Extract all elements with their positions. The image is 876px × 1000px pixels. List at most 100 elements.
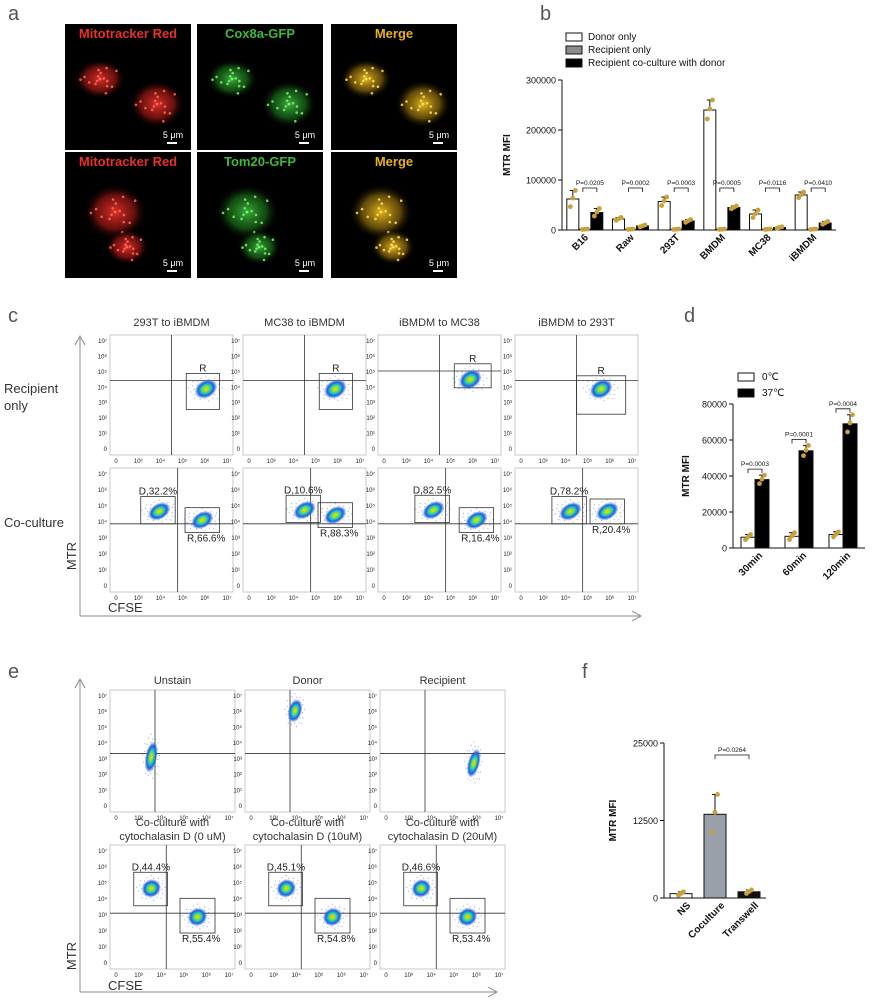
flow-event: [339, 906, 341, 908]
flow-event: [406, 886, 408, 888]
flow-x-tick: 10⁶: [202, 815, 212, 822]
mito-speck: [124, 243, 127, 246]
mito-speck: [364, 77, 368, 81]
flow-title: iBMDM to 293T: [538, 317, 615, 329]
flow-y-tick: 10⁷: [233, 848, 242, 855]
p-value: P=0.0002: [621, 180, 649, 187]
flow-event: [480, 749, 482, 751]
flow-y-tick: 10¹: [368, 788, 377, 794]
flow-title: Recipient: [420, 675, 466, 687]
flow-x-tick: 10⁷: [225, 972, 234, 979]
flow-event: [478, 368, 480, 370]
flow-x-tick: 10³: [539, 459, 548, 465]
flow-event: [145, 504, 147, 506]
flow-y-tick: 10³: [503, 401, 512, 407]
flow-event: [328, 398, 331, 400]
mito-speck: [245, 210, 249, 214]
flow-y-tick: 10¹: [366, 432, 375, 438]
flow-event: [432, 893, 434, 895]
category-label: 120min: [821, 550, 853, 582]
flow-event: [461, 371, 463, 373]
flow-y-tick: 10³: [366, 536, 375, 542]
flow-y-tick: 10³: [368, 913, 377, 919]
mito-speck: [391, 245, 395, 249]
flow-y-tick: 10²: [98, 929, 107, 935]
flow-title: Co-culture with: [271, 817, 344, 829]
mito-speck: [131, 247, 135, 251]
flow-event: [489, 524, 491, 526]
flow-event: [554, 513, 556, 515]
flow-event: [165, 518, 167, 521]
flow-event: [464, 519, 466, 522]
flow-event: [587, 380, 589, 383]
flow-event: [208, 921, 210, 923]
mito-speck: [248, 248, 252, 252]
flow-event: [162, 879, 164, 881]
flow-event: [489, 515, 491, 517]
mito-speck: [155, 102, 159, 106]
flow-title: 293T to iBMDM: [133, 317, 209, 329]
mito-speck: [125, 245, 129, 249]
flow-event: [292, 509, 294, 512]
flow-x-tick: 10⁴: [427, 815, 437, 822]
flow-x-tick: 0: [382, 459, 386, 465]
mito-speck: [94, 82, 97, 86]
mito-speck: [428, 89, 432, 93]
mito-speck: [241, 246, 244, 249]
flow-event: [221, 387, 224, 389]
gate-label: R,20.4%: [592, 525, 630, 536]
flow-event: [156, 896, 158, 899]
flow-event: [445, 505, 448, 507]
flow-x-tick: 10⁶: [333, 595, 343, 602]
y-tick-label: 0: [653, 894, 658, 904]
flow-event: [561, 504, 563, 506]
flow-event: [348, 380, 350, 382]
flow-event: [334, 375, 336, 377]
flow-y-tick: 10⁴: [368, 896, 378, 903]
flow-y-tick: 10²: [368, 773, 377, 779]
gate-label: R: [332, 363, 339, 374]
mito-speck: [305, 93, 309, 96]
flow-event: [454, 919, 456, 921]
flow-title: cytochalasin D (0 uM): [119, 831, 225, 843]
flow-event: [479, 764, 481, 767]
flow-population: [148, 502, 171, 521]
flow-event: [172, 515, 174, 517]
flow-x-tick: 10⁴: [289, 458, 299, 465]
mito-speck: [345, 78, 348, 81]
category-label: 60min: [781, 550, 809, 578]
p-value: P=0.0005: [713, 180, 741, 187]
flow-event: [320, 913, 322, 915]
legend-label: 0℃: [762, 372, 779, 383]
flow-x-tick: 10⁴: [156, 595, 166, 602]
flow-y-tick: 10²: [366, 552, 375, 558]
mito-speck: [131, 235, 134, 239]
flow-y-tick: 10⁴: [98, 740, 108, 747]
flow-event: [343, 393, 345, 396]
gate-label: D,44.4%: [132, 862, 170, 873]
data-point: [801, 453, 806, 459]
gate-label: D,46.6%: [402, 862, 440, 873]
flow-event: [592, 381, 594, 383]
flow-gate: [551, 496, 587, 525]
mito-speck: [377, 198, 381, 201]
bar: [727, 207, 741, 231]
flow-y-tick: 10¹: [231, 432, 240, 438]
flow-x-tick: 10⁴: [561, 458, 571, 465]
flow-event: [280, 898, 283, 900]
mito-speck: [247, 69, 250, 73]
flow-event: [476, 387, 478, 390]
flow-population: [589, 379, 613, 399]
flow-event: [578, 501, 580, 504]
bar: [703, 813, 727, 899]
flow-event: [347, 383, 349, 385]
flow-y-tick: 10³: [231, 401, 240, 407]
flow-event: [190, 909, 192, 911]
flow-y-tick: 10¹: [503, 432, 512, 438]
mito-speck: [256, 243, 259, 246]
y-arrow-head: [74, 334, 86, 346]
flow-event: [213, 378, 216, 380]
flow-plot-frame: [377, 467, 502, 593]
mito-speck: [375, 246, 378, 249]
flow-event: [479, 771, 482, 773]
